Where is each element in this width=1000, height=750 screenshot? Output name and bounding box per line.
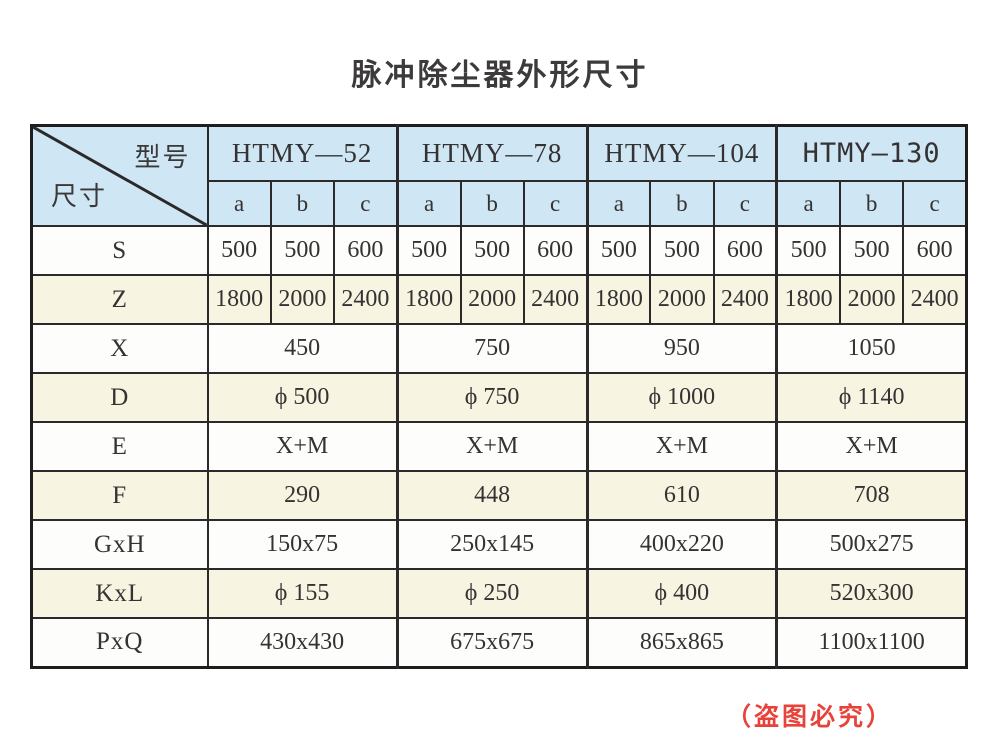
value-cell: 600 — [332, 225, 399, 276]
value-cell: ϕ 400 — [586, 568, 779, 619]
value-cell: 500x275 — [775, 519, 968, 570]
value-cell: ϕ 750 — [396, 372, 589, 423]
value-cell: X+M — [396, 421, 589, 472]
value-cell: 2400 — [902, 274, 968, 325]
value-cell: 2000 — [649, 274, 715, 325]
value-cell: 500 — [585, 225, 652, 276]
value-cell: X+M — [586, 421, 779, 472]
value-cell: 2400 — [522, 274, 589, 325]
value-cell: 450 — [206, 323, 399, 374]
row-label: GxH — [30, 519, 209, 570]
diagonal-divider-line — [33, 127, 206, 225]
value-cell: 750 — [396, 323, 589, 374]
value-cell: 1800 — [396, 274, 462, 325]
value-cell: 2000 — [269, 274, 336, 325]
value-cell: 500 — [459, 225, 525, 276]
value-cell: 865x865 — [586, 617, 779, 668]
corner-header-cell: 型号 尺寸 — [30, 124, 209, 227]
row-label: Z — [30, 274, 209, 325]
value-cell: 2000 — [459, 274, 525, 325]
model-header-row: 型号 尺寸 HTMY—52 HTMY—78 HTMY—104 HTMY—130 — [30, 124, 968, 227]
value-cell: 250x145 — [396, 519, 589, 570]
value-cell: ϕ 500 — [206, 372, 399, 423]
value-cell: 400x220 — [586, 519, 779, 570]
subcolumn-header: b — [459, 180, 525, 227]
dimensions-table: 型号 尺寸 HTMY—52 HTMY—78 HTMY—104 HTMY—130 … — [30, 124, 968, 669]
value-cell: ϕ 250 — [396, 568, 589, 619]
value-cell: 2400 — [332, 274, 399, 325]
value-cell: 600 — [902, 225, 968, 276]
value-cell: 2400 — [712, 274, 779, 325]
subcolumn-header: b — [649, 180, 715, 227]
value-cell: 1100x1100 — [775, 617, 968, 668]
value-cell: 1800 — [206, 274, 272, 325]
value-cell: X+M — [775, 421, 968, 472]
table-row: Z 1800 2000 2400 1800 2000 2400 1800 2000 2400 180… — [30, 274, 968, 325]
corner-label-model: 型号 — [134, 143, 191, 172]
value-cell: 708 — [775, 470, 968, 521]
table-row: F 290 448 610 708 — [30, 470, 968, 521]
table-row: KxL ϕ 155 ϕ 250 ϕ 400 520x300 — [30, 568, 968, 619]
value-cell: 1800 — [775, 274, 842, 325]
table-row: PxQ 430x430 675x675 865x865 1100x1100 — [30, 617, 968, 668]
value-cell: 448 — [396, 470, 589, 521]
value-cell: 500 — [838, 225, 905, 276]
value-cell: 430x430 — [206, 617, 399, 668]
value-cell: 600 — [522, 225, 589, 276]
model-header: HTMY—52 — [206, 124, 399, 182]
table-row: E X+M X+M X+M X+M — [30, 421, 968, 472]
value-cell: 290 — [206, 470, 399, 521]
value-cell: 500 — [269, 225, 336, 276]
table-row: GxH 150x75 250x145 400x220 500x275 — [30, 519, 968, 570]
value-cell: 500 — [396, 225, 462, 276]
value-cell: 610 — [586, 470, 779, 521]
model-header: HTMY—130 — [775, 124, 968, 182]
value-cell: 950 — [586, 323, 779, 374]
value-cell: ϕ 155 — [206, 568, 399, 619]
corner-label-dimension: 尺寸 — [51, 182, 108, 211]
value-cell: 600 — [712, 225, 779, 276]
subcolumn-header: c — [522, 180, 589, 227]
subcolumn-header: a — [396, 180, 462, 227]
row-label: F — [30, 470, 209, 521]
row-label: KxL — [30, 568, 209, 619]
value-cell: 1050 — [775, 323, 968, 374]
value-cell: 500 — [775, 225, 842, 276]
value-cell: 500 — [206, 225, 272, 276]
value-cell: 2000 — [838, 274, 905, 325]
subcolumn-header: a — [206, 180, 272, 227]
row-label: X — [30, 323, 209, 374]
page-title: 脉冲除尘器外形尺寸 — [351, 59, 649, 92]
model-header: HTMY—104 — [586, 124, 779, 182]
subcolumn-header: a — [585, 180, 652, 227]
subcolumn-header: b — [838, 180, 905, 227]
copyright-notice: （盗图必究） — [726, 703, 895, 731]
subcolumn-header: c — [902, 180, 968, 227]
value-cell: ϕ 1140 — [775, 372, 968, 423]
value-cell: X+M — [206, 421, 399, 472]
row-label: E — [30, 421, 209, 472]
row-label: PxQ — [30, 617, 209, 668]
row-label: S — [30, 225, 209, 276]
value-cell: 500 — [649, 225, 715, 276]
value-cell: 150x75 — [206, 519, 399, 570]
subcolumn-header: c — [712, 180, 779, 227]
table-row: X 450 750 950 1050 — [30, 323, 968, 374]
value-cell: ϕ 1000 — [586, 372, 779, 423]
subcolumn-header: a — [775, 180, 842, 227]
value-cell: 1800 — [585, 274, 652, 325]
row-label: D — [30, 372, 209, 423]
value-cell: 675x675 — [396, 617, 589, 668]
model-header: HTMY—78 — [396, 124, 589, 182]
value-cell: 520x300 — [775, 568, 968, 619]
subcolumn-header: c — [332, 180, 399, 227]
subcolumn-header: b — [269, 180, 336, 227]
table-row: S 500 500 600 500 500 600 500 500 600 500 500 600 — [30, 225, 968, 276]
